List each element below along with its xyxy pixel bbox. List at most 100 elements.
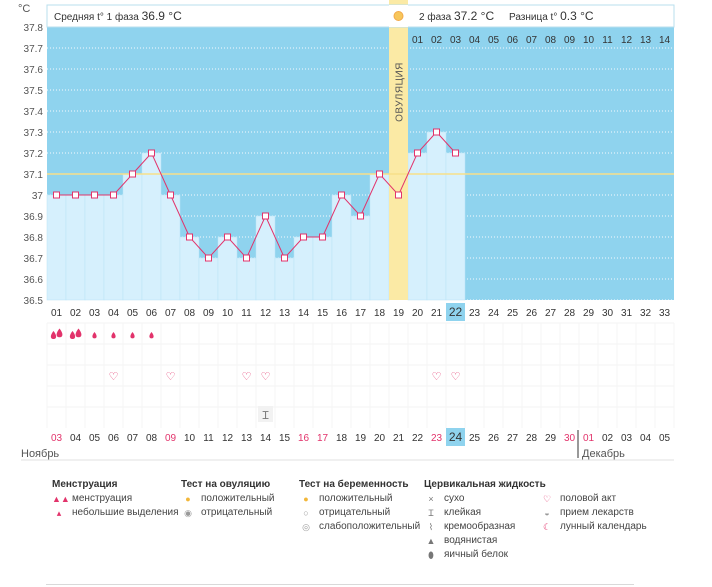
temp-bar [46, 194, 67, 301]
diff-value: 0.3 °C [560, 9, 594, 23]
post-ovulation-day-label: 01 [412, 35, 424, 46]
temperature-point [72, 191, 79, 199]
y-tick-label: 37.1 [24, 170, 44, 181]
cycle-day-label: 20 [412, 308, 424, 319]
legend-pregnancy-test-title: Тест на беременность [299, 479, 409, 490]
date-label: 23 [431, 433, 443, 444]
post-ovulation-day-label: 05 [488, 35, 500, 46]
cycle-day-label: 32 [640, 308, 652, 319]
menstruation-drop-icon [50, 331, 57, 339]
diff-label: Разница t° 0.3 °C [509, 9, 594, 23]
date-label: 04 [640, 433, 652, 444]
post-ovulation-day-label: 06 [507, 35, 519, 46]
pill-icon: ◒ [544, 508, 550, 518]
date-label: 25 [469, 433, 481, 444]
post-ovulation-day-label: 14 [659, 35, 671, 46]
cycle-day-label: 15 [317, 308, 329, 319]
pregnancy-positive-icon: ● [303, 494, 309, 504]
legend-item: половой акт [560, 493, 617, 504]
temp-bar [445, 152, 466, 301]
legend-item: слабоположительный [319, 521, 421, 532]
legend-item: положительный [319, 493, 393, 504]
date-label: 12 [222, 433, 234, 444]
menstruation-drop-icon [69, 331, 76, 339]
legend-item: прием лекарств [560, 507, 634, 518]
cycle-day-label: 30 [602, 308, 614, 319]
cycle-day-label: 02 [70, 308, 82, 319]
temperature-line [56, 131, 456, 259]
temp-bar [84, 194, 105, 301]
temperature-point [224, 233, 231, 241]
cycle-day-label: 09 [203, 308, 215, 319]
legend-item: кремообразная [444, 521, 516, 532]
date-label: 17 [317, 433, 329, 444]
temp-bar [350, 215, 371, 301]
date-label: 07 [127, 433, 139, 444]
cycle-day-label: 08 [184, 308, 196, 319]
date-label: 27 [507, 433, 519, 444]
light-discharge-icon [92, 332, 97, 339]
post-ovulation-day-label: 12 [621, 35, 633, 46]
date-label: 05 [89, 433, 101, 444]
phase2-label: 2 фаза 37.2 °C [419, 9, 494, 23]
y-tick-label: 37 [32, 191, 44, 202]
heart-icon: ♡ [451, 371, 461, 383]
temperature-point [452, 149, 459, 157]
y-tick-label: 37.8 [24, 23, 44, 34]
temp-bar [65, 194, 86, 301]
temp-bar [236, 257, 257, 301]
cycle-day-label: 21 [431, 308, 443, 319]
y-tick-label: 36.5 [24, 296, 44, 307]
temp-bar [407, 152, 428, 301]
ovulation-band [389, 0, 408, 300]
menstruation-drop-icon [75, 328, 82, 338]
post-ovulation-day-label: 03 [450, 35, 462, 46]
legend-menstruation-title: Менструация [52, 479, 118, 490]
bbt-chart: ОВУЛЯЦИЯ 36.5 36.6 36.7 36.8 36.9 37 37.1 37.2 3… [18, 0, 675, 461]
date-label: 29 [545, 433, 557, 444]
light-discharge-icon [149, 332, 154, 339]
cycle-day-label: 04 [108, 308, 120, 319]
temperature-point [243, 254, 250, 262]
cycle-day-label: 27 [545, 308, 557, 319]
temperature-point [319, 233, 326, 241]
date-label: 13 [241, 433, 253, 444]
watery-icon: ▲ [426, 536, 436, 546]
menstruation-drops-icon: ▲▲ [52, 494, 70, 504]
gray-circle-icon: ◉ [184, 508, 192, 518]
cycle-day-label: 19 [393, 308, 405, 319]
month-right-label: Декабрь [582, 448, 625, 460]
sticky-icon: Ɪ [262, 410, 268, 422]
temperature-point [433, 128, 440, 136]
cycle-day-label: 23 [469, 308, 481, 319]
sun-icon: ● [185, 494, 191, 504]
y-tick-label: 36.7 [24, 254, 44, 265]
legend-item: положительный [201, 493, 275, 504]
date-label: 30 [564, 433, 576, 444]
temperature-point [300, 233, 307, 241]
post-ovulation-day-label: 09 [564, 35, 576, 46]
bottom-divider [46, 584, 634, 585]
phase1-value: 36.9 °C [142, 9, 182, 23]
ovulation-label: ОВУЛЯЦИЯ [395, 62, 406, 122]
date-label: 28 [526, 433, 538, 444]
y-tick-label: 37.6 [24, 65, 44, 76]
cycle-day-label: 07 [165, 308, 177, 319]
sun-icon [393, 11, 404, 21]
date-label: 15 [279, 433, 291, 444]
temperature-point [53, 191, 60, 199]
date-label: 09 [165, 433, 177, 444]
post-ovulation-day-label: 10 [583, 35, 595, 46]
date-label: 11 [203, 433, 214, 444]
temperature-point [281, 254, 288, 262]
cycle-day-label: 31 [621, 308, 633, 319]
legend-item: яичный белок [444, 549, 509, 560]
pregnancy-weak-icon: ◎ [302, 522, 310, 532]
date-label: 22 [412, 433, 424, 444]
temp-bar [198, 257, 219, 301]
cycle-day-label: 16 [336, 308, 348, 319]
legend-item: отрицательный [201, 507, 273, 518]
menstruation-drop-icon [56, 328, 63, 338]
cycle-day-label: 01 [51, 308, 63, 319]
